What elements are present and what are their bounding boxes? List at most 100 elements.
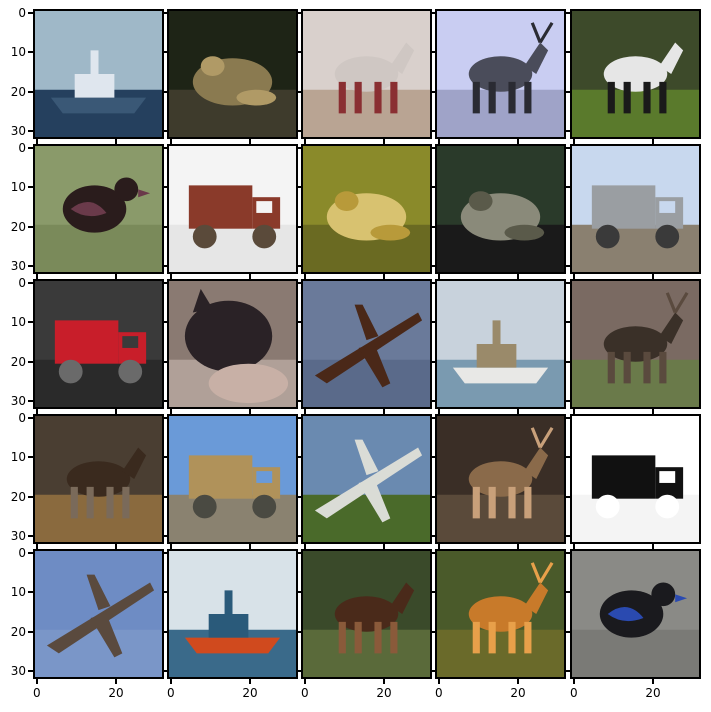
y-tick-label: 0 [18,5,26,20]
thumbnail-image [572,11,699,137]
x-tick [383,679,386,684]
y-tick [565,495,570,498]
y-tick-label: 30 [10,124,26,139]
thumbnail-image [169,281,296,407]
thumbnail-truck [167,414,298,544]
y-tick [565,51,570,54]
y-tick [296,551,301,554]
y-tick [430,456,435,459]
y-tick [296,535,301,538]
ground [35,494,162,542]
y-tick [296,11,301,14]
y-tick-label: 10 [10,585,26,600]
y-tick [565,360,570,363]
y-tick [430,51,435,54]
x-tick [652,139,655,144]
y-tick [296,400,301,403]
thumbnail-image [35,551,162,677]
y-tick [28,630,33,633]
y-tick [565,281,570,284]
thumbnail-image [303,281,430,407]
thumbnail-image [437,551,564,677]
thumbnail-image [169,11,296,137]
x-tick [517,139,520,144]
y-tick [430,495,435,498]
thumbnail-horse [301,9,432,139]
dog-figure [603,42,684,114]
y-tick [162,130,167,133]
thumbnail-image [303,11,430,137]
x-tick [249,274,252,279]
x-tick [383,544,386,549]
ground [572,629,699,677]
boat-figure [50,50,147,114]
thumbnail-cat [167,279,298,409]
x-tick [169,544,172,549]
ground [303,359,430,407]
horse-figure [66,447,147,519]
y-tick [28,551,33,554]
thumbnail-horse [33,414,164,544]
airplane-figure [46,574,155,658]
deer-figure [468,562,554,654]
y-tick [430,130,435,133]
bird-figure [62,177,151,233]
thumbnail-deer [435,414,566,544]
y-tick [296,281,301,284]
y-tick [28,146,33,149]
x-tick [169,139,172,144]
automobile-figure [54,320,147,384]
x-tick [437,544,440,549]
y-tick [565,225,570,228]
thumbnail-image [303,146,430,272]
y-tick [162,670,167,673]
x-tick [115,274,118,279]
x-tick-label: 0 [166,686,175,700]
x-tick [572,679,575,684]
y-tick [28,281,33,284]
x-tick [115,409,118,414]
thumbnail-truck [570,414,701,544]
y-tick [296,146,301,149]
y-tick [162,321,167,324]
airplane-figure [314,439,423,523]
ground [169,494,296,542]
x-tick [517,274,520,279]
x-tick [35,274,38,279]
ground [303,494,430,542]
thumbnail-image [35,281,162,407]
y-tick [296,456,301,459]
thumbnail-image [303,416,430,542]
x-tick [303,139,306,144]
dog-figure [334,582,415,654]
x-tick [383,409,386,414]
x-tick [169,409,172,414]
y-tick [296,360,301,363]
ground [437,89,564,137]
x-tick-label: 0 [32,686,41,700]
y-tick [28,186,33,189]
thumbnail-image [437,146,564,272]
deer-figure [468,427,554,519]
x-tick [303,544,306,549]
x-tick-label: 0 [300,686,309,700]
thumbnail-image [35,416,162,542]
ground [572,359,699,407]
frog-figure [192,56,277,106]
y-tick [565,130,570,133]
y-tick [565,535,570,538]
x-tick [35,139,38,144]
ground [572,224,699,272]
y-tick-label: 0 [18,545,26,560]
x-tick [437,409,440,414]
thumbnail-truck [570,144,701,274]
thumbnail-automobile [33,279,164,409]
y-tick [296,416,301,419]
ground [35,359,162,407]
x-tick [115,679,118,684]
y-tick [28,265,33,268]
y-tick [430,90,435,93]
truck-figure [188,185,281,249]
thumbnail-dog [301,549,432,679]
thumbnail-bird [33,144,164,274]
